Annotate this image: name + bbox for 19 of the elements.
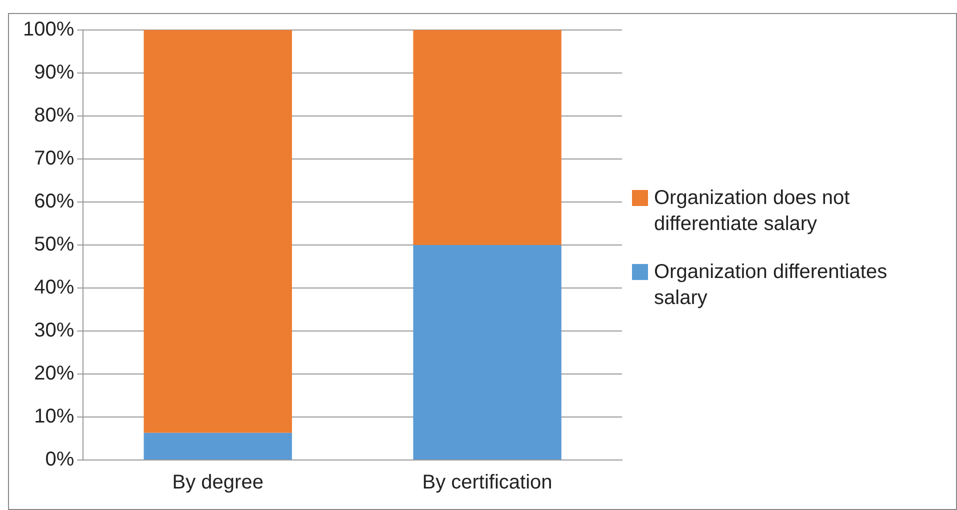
y-tick-label: 30% — [34, 320, 74, 342]
y-tick-label: 90% — [34, 62, 74, 84]
y-tick-label: 60% — [34, 190, 74, 213]
bar — [144, 30, 292, 433]
y-tick-label: 40% — [34, 276, 74, 299]
y-tick-label: 0% — [45, 448, 74, 471]
bar — [413, 245, 562, 460]
y-tick-label: 70% — [34, 148, 74, 170]
legend-label: Organization differentiates salary — [654, 260, 888, 311]
bar — [144, 432, 292, 460]
y-tick-label: 20% — [34, 362, 74, 385]
y-tick-label: 50% — [34, 234, 74, 256]
x-tick-label: By degree — [172, 472, 264, 494]
legend-label: Organization does not differentiate salary — [654, 186, 851, 237]
y-tick-label: 100% — [22, 18, 74, 41]
bar — [413, 30, 562, 245]
y-tick-label: 80% — [34, 104, 74, 127]
y-tick-label: 10% — [34, 406, 74, 428]
x-tick-label: By certification — [422, 472, 552, 494]
